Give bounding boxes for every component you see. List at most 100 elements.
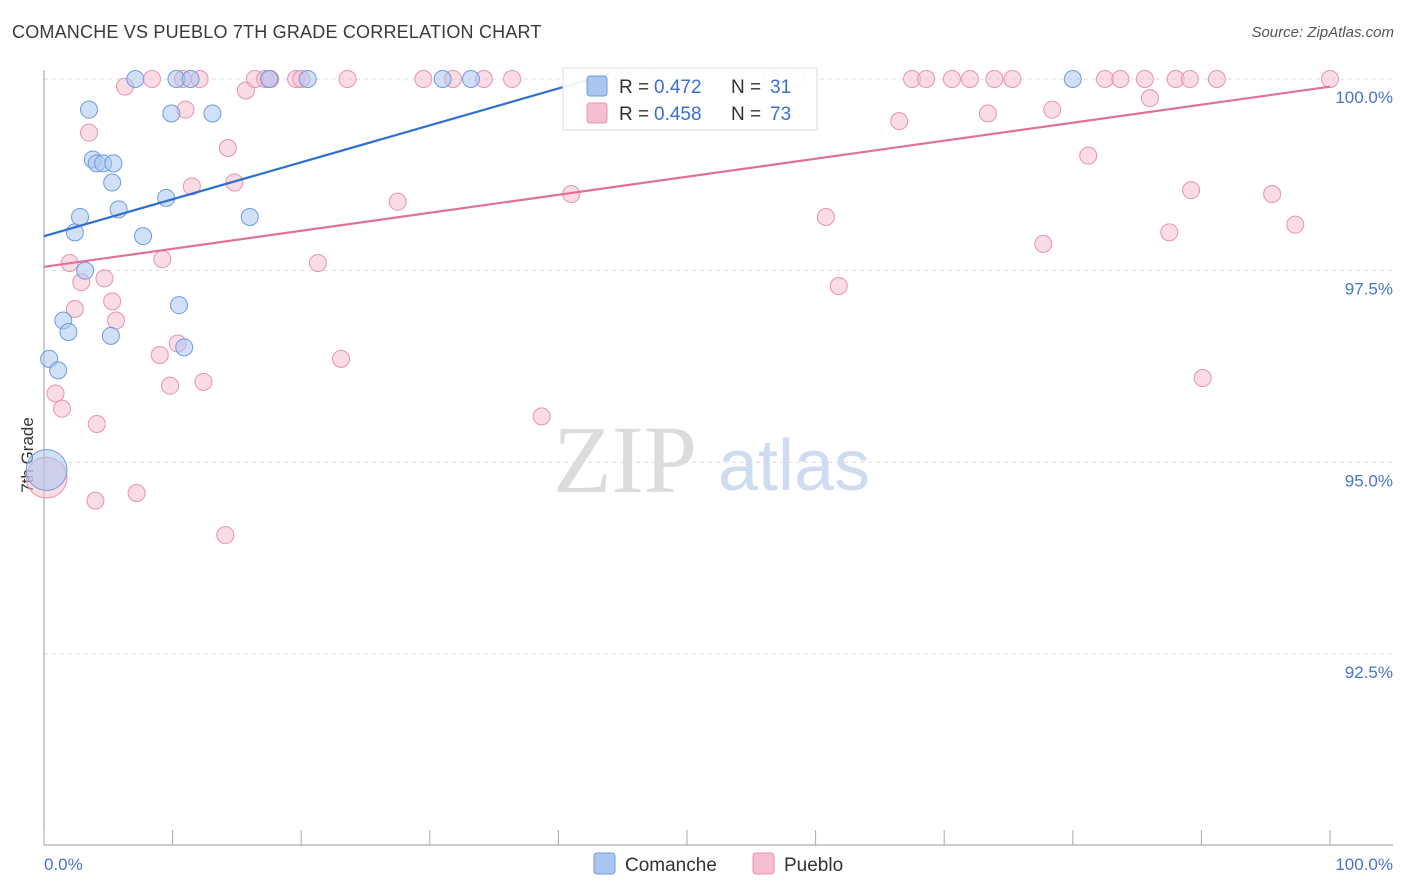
- pueblo-point: [1034, 234, 1053, 253]
- comanche-r-label: R =: [619, 77, 649, 98]
- comanche-point: [240, 208, 259, 226]
- pueblo-point: [1182, 181, 1201, 200]
- comanche-point: [170, 296, 189, 315]
- watermark: ZIP atlas: [553, 406, 870, 513]
- pueblo-point: [182, 177, 201, 196]
- comanche-point: [181, 70, 200, 88]
- pueblo-point: [1140, 89, 1159, 108]
- pueblo-point: [87, 415, 106, 433]
- comanche-series-label: Comanche: [625, 855, 717, 876]
- pueblo-point: [107, 311, 126, 330]
- pueblo-point: [218, 139, 237, 157]
- pueblo-point: [80, 123, 99, 142]
- comanche-point: [203, 104, 222, 123]
- comanche-point: [126, 70, 145, 88]
- comanche-point: [433, 70, 452, 88]
- y-tick-label: 95.0%: [1345, 471, 1393, 490]
- pueblo-point: [1160, 223, 1179, 242]
- comanche-point: [101, 326, 120, 345]
- comanche-point: [1063, 70, 1082, 88]
- pueblo-point: [960, 70, 979, 88]
- stats-legend: R = 0.472 N = 31 R = 0.458 N = 73: [562, 67, 818, 131]
- pueblo-point: [388, 192, 407, 211]
- pueblo-point: [978, 104, 997, 123]
- pueblo-point: [1263, 185, 1282, 203]
- comanche-point: [175, 338, 194, 357]
- source-label: Source: ZipAtlas.com: [1251, 24, 1394, 41]
- comanche-point: [71, 208, 90, 226]
- trend-lines: [43, 72, 1331, 268]
- pueblo-r-value: 0.458: [654, 104, 702, 125]
- comanche-r-value: 0.472: [654, 77, 702, 98]
- comanche-point: [103, 173, 122, 192]
- pueblo-point: [194, 372, 213, 391]
- comanche-point: [260, 70, 279, 88]
- pueblo-point: [103, 292, 122, 311]
- pueblo-point: [1079, 146, 1098, 165]
- pueblo-point: [153, 250, 172, 269]
- pueblo-series-swatch: [752, 852, 775, 875]
- pueblo-point: [338, 70, 357, 88]
- pueblo-n-value: 73: [770, 104, 791, 125]
- comanche-point: [76, 261, 95, 280]
- pueblo-point: [1003, 70, 1022, 88]
- series-legend: Comanche Pueblo: [593, 852, 843, 876]
- comanche-point: [104, 154, 123, 173]
- comanche-series-swatch: [593, 852, 616, 875]
- pueblo-legend-swatch: [586, 102, 608, 124]
- comanche-n-label: N =: [731, 77, 761, 98]
- comanche-point: [80, 100, 99, 119]
- pueblo-point: [942, 70, 961, 88]
- comanche-legend-swatch: [586, 75, 608, 97]
- pueblo-point: [1180, 70, 1199, 88]
- pueblo-point: [86, 491, 105, 510]
- pueblo-point: [917, 70, 936, 88]
- pueblo-point: [95, 269, 114, 288]
- pueblo-point: [414, 70, 433, 88]
- pueblo-point: [53, 399, 72, 418]
- comanche-trend-line: [43, 72, 611, 238]
- chart-title: COMANCHE VS PUEBLO 7TH GRADE CORRELATION…: [12, 22, 542, 42]
- y-tick-labels: 100.0% 97.5% 95.0% 92.5%: [1335, 88, 1393, 682]
- pueblo-point: [127, 484, 146, 502]
- pueblo-point: [1207, 70, 1226, 88]
- pueblo-point: [143, 70, 162, 88]
- comanche-point: [59, 323, 78, 341]
- comanche-points: [25, 70, 1082, 491]
- pueblo-point: [1135, 70, 1154, 88]
- x-ticks: [43, 830, 1331, 845]
- gridlines: [44, 78, 1393, 655]
- pueblo-series-label: Pueblo: [784, 855, 843, 876]
- pueblo-point: [308, 254, 327, 272]
- y-tick-label: 100.0%: [1335, 88, 1393, 107]
- x-tick-label-end: 100.0%: [1335, 855, 1393, 874]
- x-tick-label-start: 0.0%: [44, 855, 83, 874]
- watermark-atlas: atlas: [718, 426, 870, 506]
- pueblo-n-label: N =: [731, 104, 761, 125]
- pueblo-point: [1043, 100, 1062, 119]
- pueblo-point: [890, 112, 909, 131]
- comanche-n-value: 31: [770, 77, 791, 98]
- pueblo-point: [1286, 215, 1305, 234]
- pueblo-point: [216, 526, 235, 545]
- y-tick-label: 92.5%: [1345, 663, 1393, 682]
- comanche-point: [49, 361, 68, 380]
- pueblo-point: [503, 70, 522, 88]
- comanche-point: [461, 70, 480, 88]
- pueblo-point: [1321, 70, 1339, 88]
- pueblo-trend-line: [43, 85, 1331, 268]
- pueblo-point: [1095, 70, 1114, 88]
- pueblo-point: [150, 346, 169, 364]
- comanche-point: [134, 227, 153, 246]
- comanche-point: [298, 70, 317, 88]
- pueblo-point: [46, 384, 65, 403]
- watermark-zip: ZIP: [553, 406, 697, 513]
- pueblo-point: [829, 277, 848, 295]
- comanche-point: [162, 104, 181, 123]
- comanche-point: [25, 449, 68, 491]
- pueblo-point: [332, 349, 351, 368]
- pueblo-point: [532, 407, 551, 426]
- pueblo-point: [1193, 369, 1212, 387]
- y-tick-label: 97.5%: [1345, 280, 1393, 299]
